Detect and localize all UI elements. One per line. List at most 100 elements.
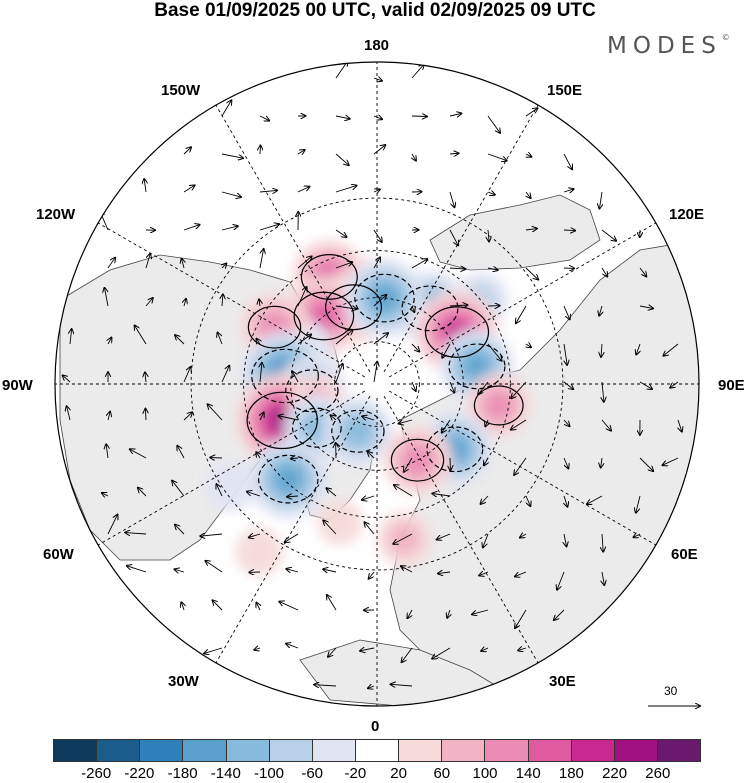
wind-vector (260, 413, 264, 421)
wind-vector (432, 494, 451, 496)
wind-vector (485, 419, 488, 426)
wind-vector (563, 419, 570, 426)
wind-vector (412, 305, 414, 312)
wind-vector (175, 569, 185, 572)
wind-vector (102, 493, 109, 496)
wind-vector (515, 609, 527, 628)
colorbar-swatch (528, 740, 572, 761)
wind-vector (518, 648, 527, 650)
wind-vector (287, 496, 299, 497)
wind-vector (145, 409, 146, 421)
wind-vector (297, 150, 305, 154)
wind-vector (286, 569, 299, 572)
wind-vector (205, 561, 223, 573)
anomaly-contour (424, 306, 490, 358)
wind-vector (175, 525, 185, 535)
wind-vector (254, 648, 261, 650)
contour-layer (246, 254, 524, 504)
wind-vector (183, 412, 192, 421)
wind-vector (145, 372, 146, 383)
wind-vector (183, 225, 200, 231)
wind-vector (487, 115, 500, 133)
far-east-land (429, 194, 601, 271)
anomaly-contour (246, 391, 318, 450)
wind-vector (260, 363, 262, 383)
wind-vector (106, 444, 108, 459)
wind-vector (601, 267, 607, 277)
wind-vector (200, 534, 223, 536)
lon-label-180: 180 (364, 37, 390, 54)
lon-label-150e: 150E (547, 82, 583, 99)
wind-vector (327, 595, 337, 611)
wind-vector (404, 457, 413, 472)
wind-vector (514, 457, 527, 475)
wind-vector (564, 533, 566, 546)
wind-vector (393, 533, 413, 544)
wind-vector (601, 343, 602, 357)
wind-vector (449, 229, 458, 245)
colorbar-swatch (485, 740, 529, 761)
wind-vector (487, 192, 495, 195)
wind-vector (516, 305, 527, 323)
anomaly-shell (275, 465, 302, 493)
wind-vector (407, 609, 412, 618)
wind-vector (335, 229, 347, 237)
wind-vector (442, 343, 451, 358)
anomaly-shell (402, 445, 433, 476)
lon-label-150w: 150W (161, 82, 201, 99)
wind-vector (484, 457, 488, 465)
wind-vector (108, 412, 110, 421)
wind-vector (130, 449, 147, 459)
wind-vector (368, 686, 375, 688)
wind-vector (394, 485, 413, 497)
colorbar-swatch (571, 740, 615, 761)
anomaly-a19 (323, 396, 393, 467)
wind-vector (256, 603, 260, 611)
wind-vector (369, 571, 375, 579)
wind-vector (138, 488, 147, 497)
wind-vector (144, 179, 146, 193)
colorbar-swatch (97, 740, 141, 761)
wind-vector (286, 644, 299, 649)
colorbar-swatch (140, 740, 184, 761)
wind-vector (222, 263, 226, 268)
wind-vector (335, 364, 343, 383)
wind-vector (563, 230, 575, 231)
wind-vector (639, 381, 652, 389)
colorbar-tick-label: -60 (301, 765, 324, 782)
anomaly-a24 (235, 528, 284, 577)
wind-vector (181, 602, 184, 611)
wind-vector (636, 495, 641, 513)
wind-vector (412, 381, 416, 391)
wind-vector (218, 333, 223, 345)
wind-vector (314, 685, 337, 686)
wind-vector (511, 381, 527, 398)
wind-vector (515, 571, 527, 576)
wind-vector (601, 457, 602, 468)
colorbar-swatch (399, 740, 443, 761)
wind-vector (564, 343, 567, 365)
wind-vector (108, 338, 111, 345)
wind-vector (323, 569, 337, 572)
wind-vector (328, 647, 337, 657)
anomaly-shell (205, 461, 256, 512)
anomaly-contour (473, 385, 524, 426)
colorbar-swatch (226, 740, 270, 761)
wind-vector (487, 268, 498, 270)
anomaly-contour (285, 369, 339, 413)
wind-vector (373, 295, 386, 307)
anomaly-shell (317, 499, 363, 546)
wind-vector (563, 153, 572, 169)
wind-vector (279, 602, 299, 611)
colorbar-tick-label: 20 (390, 765, 407, 782)
wind-vector (487, 343, 502, 361)
wind-vector (639, 306, 653, 308)
wind-vector (442, 419, 451, 433)
wind-vector (599, 305, 602, 316)
colorbar-swatch (312, 740, 356, 761)
wind-vector (554, 609, 565, 620)
wind-vector (323, 520, 337, 535)
wind-vector (247, 492, 261, 497)
colorbar-tick-label: 180 (558, 765, 584, 782)
wind-vector (449, 305, 467, 306)
